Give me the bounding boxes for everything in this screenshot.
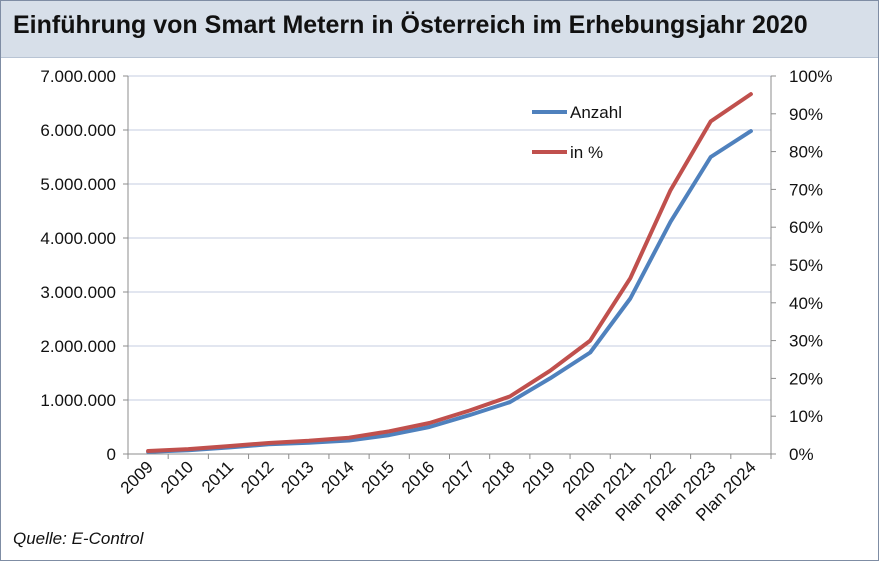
x-tick-label: 2009 [117,457,157,497]
x-tick-label: 2015 [358,457,398,497]
left-tick-label: 3.000.000 [40,283,116,302]
left-tick-label: 1.000.000 [40,391,116,410]
x-tick-label: 2011 [198,457,237,496]
chart-title: Einführung von Smart Metern in Österreic… [13,11,808,39]
x-tick-label: 2016 [398,457,438,497]
x-tick-label: 2012 [237,457,277,497]
right-tick-label: 70% [789,180,823,199]
right-tick-label: 0% [789,445,814,464]
left-tick-label: 0 [107,445,116,464]
axes [123,75,776,459]
x-tick-label: 2017 [438,457,478,497]
right-tick-label: 90% [789,105,823,124]
right-tick-label: 20% [789,369,823,388]
left-tick-label: 4.000.000 [40,229,116,248]
left-tick-label: 5.000.000 [40,175,116,194]
right-axis-tick-labels: 0% 10% 20% 30% 40% 50% 60% 70% 80% 90% 100% [789,67,832,464]
right-tick-label: 100% [789,67,832,86]
x-tick-label: 2013 [277,457,317,497]
left-tick-label: 2.000.000 [40,337,116,356]
legend-label: Anzahl [570,103,622,122]
x-tick-label: 2010 [157,457,197,497]
title-bar: Einführung von Smart Metern in Österreic… [1,1,878,58]
x-axis-tick-labels: 2009 2010 2011 2012 2013 2014 2015 2016 2017 2018… [117,457,760,525]
left-tick-label: 7.000.000 [40,67,116,86]
x-tick-label: 2014 [318,457,358,497]
x-tick-label: 2018 [478,457,518,497]
series-lines [146,92,753,454]
source-note: Quelle: E-Control [13,529,144,548]
gridlines [128,75,771,401]
series-line-1 [146,129,753,454]
line-chart: 0 1.000.000 2.000.000 3.000.000 4.000.000 5.0… [40,67,832,525]
left-axis-tick-labels: 0 1.000.000 2.000.000 3.000.000 4.000.000 5.0… [40,67,116,464]
right-tick-label: 80% [789,143,823,162]
right-tick-label: 40% [789,294,823,313]
right-tick-label: 10% [789,407,823,426]
left-tick-label: 6.000.000 [40,121,116,140]
right-tick-label: 60% [789,218,823,237]
x-tick-label: 2019 [519,457,559,497]
right-tick-label: 50% [789,256,823,275]
right-tick-label: 30% [789,332,823,351]
series-line-2 [146,92,753,453]
legend: Anzahl in % [532,103,622,162]
legend-label: in % [570,143,603,162]
